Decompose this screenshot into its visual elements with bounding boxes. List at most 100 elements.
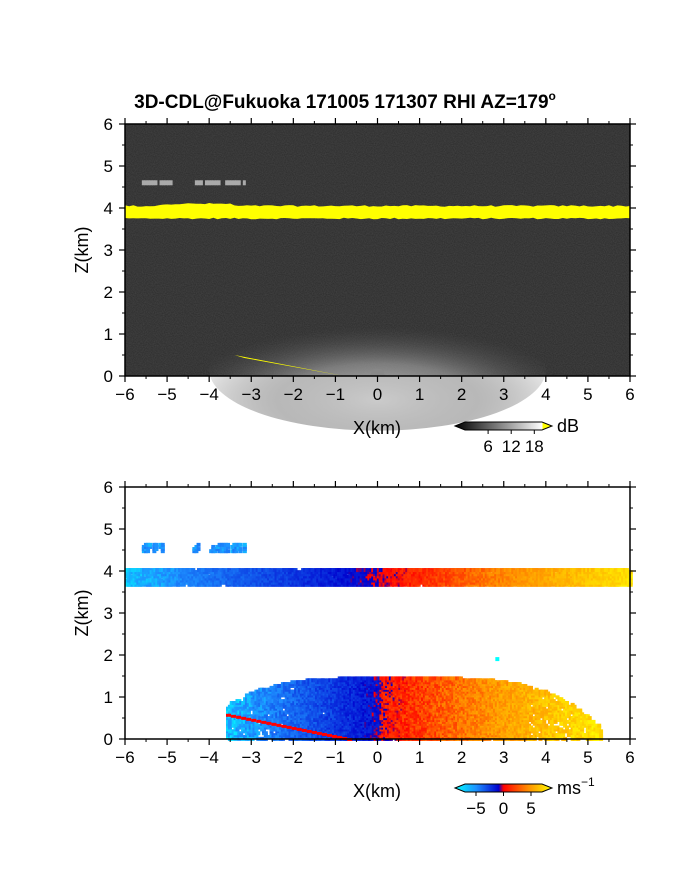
velocity-cell bbox=[170, 578, 175, 583]
velocity-cell bbox=[134, 576, 139, 581]
velocity-cell bbox=[446, 572, 451, 577]
velocity-cell bbox=[596, 568, 601, 573]
velocity-cell bbox=[159, 578, 164, 583]
velocity-cell bbox=[211, 549, 216, 554]
velocity-cell bbox=[486, 570, 491, 575]
velocity-cell bbox=[140, 570, 145, 575]
velocity-cell bbox=[490, 580, 495, 585]
velocity-cell bbox=[239, 733, 244, 738]
velocity-cell bbox=[290, 680, 295, 685]
echo-cell bbox=[159, 180, 163, 186]
velocity-cell bbox=[422, 574, 427, 579]
velocity-cell bbox=[181, 572, 186, 577]
velocity-cell bbox=[232, 570, 237, 575]
velocity-cell bbox=[217, 544, 222, 549]
y-tick-label: 0 bbox=[104, 367, 113, 386]
velocity-cell bbox=[378, 574, 383, 579]
velocity-cell bbox=[234, 544, 239, 549]
velocity-cell bbox=[172, 574, 177, 579]
velocity-cell bbox=[386, 582, 391, 587]
velocity-cell bbox=[143, 544, 148, 549]
y-tick-label: 4 bbox=[104, 199, 113, 218]
velocity-cell bbox=[573, 582, 578, 587]
velocity-cell bbox=[143, 549, 148, 554]
velocity-cell bbox=[215, 547, 220, 552]
velocity-cell bbox=[304, 576, 309, 581]
velocity-cell bbox=[221, 544, 226, 549]
velocity-cell bbox=[348, 574, 353, 579]
velocity-cell bbox=[204, 570, 209, 575]
x-tick-label: 3 bbox=[499, 385, 508, 404]
echo-cell bbox=[242, 180, 246, 186]
velocity-cell bbox=[524, 580, 529, 585]
velocity-cell bbox=[191, 574, 196, 579]
velocity-cell bbox=[282, 578, 287, 583]
velocity-cell bbox=[321, 572, 326, 577]
velocity-cell bbox=[505, 572, 510, 577]
velocity-cell bbox=[418, 568, 423, 573]
velocity-cell bbox=[547, 572, 552, 577]
velocity-cell bbox=[342, 572, 347, 577]
velocity-cell bbox=[227, 574, 232, 579]
velocity-cell bbox=[213, 547, 218, 552]
velocity-cell bbox=[352, 570, 357, 575]
velocity-cell bbox=[390, 580, 395, 585]
velocity-cell bbox=[209, 549, 214, 554]
velocity-cell bbox=[257, 580, 262, 585]
velocity-cell bbox=[217, 582, 222, 587]
velocity-cell bbox=[528, 574, 533, 579]
velocity-cell bbox=[246, 576, 251, 581]
velocity-cell bbox=[148, 544, 153, 549]
velocity-cell bbox=[126, 572, 131, 577]
velocity-cell bbox=[143, 576, 148, 581]
velocity-cell bbox=[552, 568, 557, 573]
velocity-cell bbox=[471, 582, 476, 587]
velocity-cell bbox=[439, 576, 444, 581]
velocity-cell bbox=[293, 568, 298, 573]
velocity-cell bbox=[219, 549, 224, 554]
velocity-cell bbox=[196, 542, 201, 547]
echo-cell bbox=[146, 180, 150, 186]
velocity-cell bbox=[140, 574, 145, 579]
velocity-cell bbox=[217, 549, 222, 554]
echo-cell bbox=[237, 180, 241, 186]
velocity-cell bbox=[575, 576, 580, 581]
velocity-cell bbox=[494, 580, 499, 585]
velocity-cell bbox=[295, 570, 300, 575]
velocity-cell bbox=[492, 578, 497, 583]
echo-cell bbox=[149, 180, 153, 186]
y-tick-label: 2 bbox=[104, 283, 113, 302]
velocity-cell bbox=[421, 727, 426, 732]
velocity-cell bbox=[374, 576, 379, 581]
velocity-cell bbox=[242, 547, 247, 552]
velocity-cell bbox=[337, 570, 342, 575]
velocity-cell bbox=[234, 549, 239, 554]
velocity-cell bbox=[265, 580, 270, 585]
velocity-cell bbox=[289, 570, 294, 575]
velocity-cell bbox=[232, 542, 237, 547]
velocity-cell bbox=[187, 572, 192, 577]
velocity-cell bbox=[172, 580, 177, 585]
velocity-cell bbox=[473, 574, 478, 579]
velocity-cell bbox=[238, 542, 243, 547]
velocity-cell bbox=[535, 568, 540, 573]
velocity-cell bbox=[560, 568, 565, 573]
velocity-cell bbox=[232, 547, 237, 552]
echo-cell bbox=[151, 180, 155, 186]
velocity-cell bbox=[405, 580, 410, 585]
velocity-cell bbox=[416, 572, 421, 577]
velocity-cell bbox=[152, 547, 157, 552]
echo-cell bbox=[204, 180, 208, 186]
velocity-cell bbox=[297, 578, 302, 583]
velocity-cell bbox=[242, 542, 247, 547]
velocity-cell bbox=[604, 580, 609, 585]
velocity-cell bbox=[331, 572, 336, 577]
echo-cell bbox=[167, 180, 171, 186]
velocity-cell bbox=[581, 572, 586, 577]
y-axis-label: Z(km) bbox=[72, 227, 92, 274]
velocity-cell bbox=[178, 582, 183, 587]
velocity-cell bbox=[219, 542, 224, 547]
velocity-cell bbox=[146, 547, 151, 552]
velocity-cell bbox=[405, 570, 410, 575]
